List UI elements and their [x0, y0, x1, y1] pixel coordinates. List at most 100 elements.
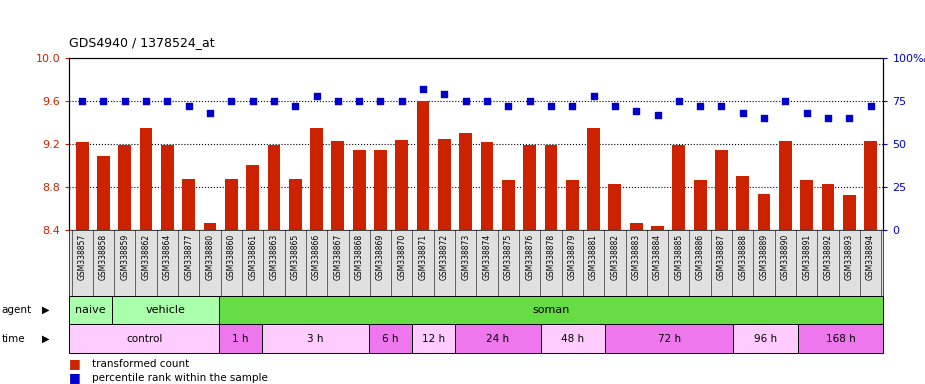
Text: GSM338867: GSM338867	[333, 233, 342, 280]
Point	[586, 93, 601, 99]
Text: GSM338882: GSM338882	[610, 233, 620, 280]
Text: GSM338892: GSM338892	[823, 233, 832, 280]
Text: GSM338871: GSM338871	[419, 233, 427, 280]
Text: control: control	[126, 334, 163, 344]
Bar	[310, 128, 323, 230]
Bar	[864, 141, 877, 230]
Bar	[69, 324, 219, 353]
Point	[693, 103, 708, 109]
Bar	[587, 128, 600, 230]
Bar	[545, 145, 558, 230]
Text: GSM338881: GSM338881	[589, 233, 598, 280]
Bar	[225, 179, 238, 230]
Bar	[352, 151, 365, 230]
Bar	[734, 324, 797, 353]
Point	[139, 98, 154, 104]
Bar	[395, 140, 408, 230]
Point	[757, 115, 771, 121]
Text: GSM338872: GSM338872	[440, 233, 449, 280]
Bar	[413, 324, 455, 353]
Point	[608, 103, 623, 109]
Text: GSM338884: GSM338884	[653, 233, 662, 280]
Text: 6 h: 6 h	[382, 334, 399, 344]
Point	[650, 111, 665, 118]
Bar	[262, 324, 369, 353]
Point	[288, 103, 302, 109]
Text: GSM338876: GSM338876	[525, 233, 534, 280]
Bar	[481, 142, 493, 230]
Bar	[609, 184, 622, 230]
Bar	[821, 184, 834, 230]
Point	[224, 98, 239, 104]
Bar	[246, 164, 259, 230]
Bar	[797, 324, 883, 353]
Bar	[694, 180, 707, 230]
Text: GSM338869: GSM338869	[376, 233, 385, 280]
Point	[672, 98, 686, 104]
Text: GSM338887: GSM338887	[717, 233, 726, 280]
Point	[245, 98, 260, 104]
Text: GSM338893: GSM338893	[845, 233, 854, 280]
Bar	[438, 139, 450, 230]
Text: GSM338874: GSM338874	[483, 233, 491, 280]
Point	[181, 103, 196, 109]
Point	[735, 110, 750, 116]
Text: vehicle: vehicle	[146, 305, 186, 315]
Point	[629, 108, 644, 114]
Text: GSM338862: GSM338862	[142, 233, 151, 280]
Text: transformed count: transformed count	[92, 359, 190, 369]
Point	[480, 98, 495, 104]
Text: GSM338859: GSM338859	[120, 233, 130, 280]
Bar	[524, 145, 536, 230]
Text: GSM338878: GSM338878	[547, 233, 555, 280]
Bar	[715, 151, 728, 230]
Bar	[140, 128, 153, 230]
Point	[778, 98, 793, 104]
Text: GSM338861: GSM338861	[248, 233, 257, 280]
Text: 12 h: 12 h	[422, 334, 445, 344]
Bar	[219, 324, 262, 353]
Point	[544, 103, 559, 109]
Bar	[540, 324, 605, 353]
Bar	[566, 180, 579, 230]
Text: GSM338891: GSM338891	[802, 233, 811, 280]
Text: GSM338883: GSM338883	[632, 233, 641, 280]
Text: GSM338875: GSM338875	[504, 233, 512, 280]
Text: ■: ■	[69, 358, 81, 371]
Text: GSM338877: GSM338877	[184, 233, 193, 280]
Point	[352, 98, 366, 104]
Text: 3 h: 3 h	[307, 334, 324, 344]
Text: GSM338870: GSM338870	[398, 233, 406, 280]
Text: 168 h: 168 h	[826, 334, 856, 344]
Point	[160, 98, 175, 104]
Point	[523, 98, 537, 104]
Bar	[416, 101, 429, 230]
Point	[75, 98, 90, 104]
Text: soman: soman	[533, 305, 570, 315]
Text: ■: ■	[69, 371, 81, 384]
Bar	[651, 226, 664, 230]
Text: GSM338866: GSM338866	[312, 233, 321, 280]
Text: time: time	[2, 334, 26, 344]
Text: GSM338880: GSM338880	[205, 233, 215, 280]
Text: GSM338873: GSM338873	[462, 233, 470, 280]
Bar	[97, 156, 110, 230]
Text: GSM338879: GSM338879	[568, 233, 577, 280]
Text: naive: naive	[76, 305, 106, 315]
Point	[203, 110, 217, 116]
Text: GDS4940 / 1378524_at: GDS4940 / 1378524_at	[69, 36, 215, 49]
Point	[373, 98, 388, 104]
Text: ▶: ▶	[42, 334, 49, 344]
Point	[458, 98, 473, 104]
Point	[842, 115, 857, 121]
Bar	[374, 151, 387, 230]
Bar	[369, 324, 413, 353]
Text: ▶: ▶	[42, 305, 49, 315]
Bar	[758, 194, 771, 230]
Bar	[736, 176, 749, 230]
Bar	[112, 296, 219, 324]
Point	[799, 110, 814, 116]
Point	[863, 103, 878, 109]
Point	[266, 98, 281, 104]
Bar	[672, 145, 685, 230]
